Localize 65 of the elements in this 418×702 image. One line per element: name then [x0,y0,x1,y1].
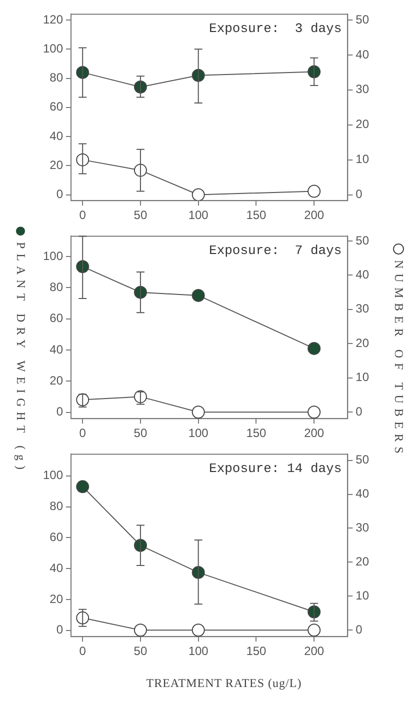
y2-tick-label: 30 [356,82,370,96]
y-axis-title: PLANT DRY WEIGHT (g) [12,242,28,475]
y2-tick-label: 40 [356,47,370,62]
y2-tick-label: 0 [356,187,363,202]
x-tick-label: 100 [188,644,209,658]
y2-tick-label: 50 [356,233,370,248]
y-tick-label: 100 [42,248,64,263]
x-tick-label: 50 [134,644,148,658]
x-tick-label: 0 [79,644,86,658]
x-tick-label: 0 [79,208,86,222]
point [76,480,90,494]
y2-tick-label: 20 [356,117,370,132]
y-tick-label: 40 [50,560,64,575]
y-tick-label: 80 [50,70,64,85]
y2-tick-label: 10 [356,152,370,166]
x-tick-label: 50 [134,208,148,222]
y2-tick-label: 0 [356,404,363,418]
y-tick-label: 40 [50,128,64,143]
x-tick-label: 200 [304,208,324,222]
y-tick-label: 40 [50,342,64,356]
y2-tick-label: 0 [356,622,363,636]
point [192,288,205,302]
x-axis-title: TREATMENT RATES (ug/L) [145,676,303,691]
x-tick-label: 200 [304,426,324,440]
y-tick-label: 60 [50,530,64,544]
x-tick-label: 150 [246,208,267,222]
y-tick-label: 20 [50,592,64,606]
x-tick-label: 50 [134,426,148,440]
point [192,406,205,419]
y-tick-label: 0 [56,187,64,202]
x-tick-label: 100 [188,208,209,222]
y2-tick-label: 50 [356,452,370,467]
y-tick-label: 0 [56,404,64,419]
text: Exposure: 3 days [209,21,342,36]
y-tick-label: 80 [50,499,64,514]
point [192,188,205,201]
x-tick-label: 150 [246,644,267,658]
y2-tick-label: 40 [356,486,370,501]
y2-tick-label: 20 [356,554,370,569]
y-tick-label: 60 [50,311,64,326]
y2-tick-label: 10 [356,370,370,384]
y2-tick-label: 30 [356,520,370,535]
y2-tick-label: 20 [356,336,370,350]
point [308,184,321,198]
y2-tick-label: 50 [356,12,370,26]
y-tick-label: 100 [42,468,64,482]
y2-tick-label: 40 [356,268,370,282]
x-tick-label: 150 [246,426,267,440]
y-tick-label: 0 [56,622,64,637]
y2-axis-title: NUMBER OF TUBERS [390,260,406,459]
text: Exposure: 7 days [209,243,342,258]
y-tick-label: 20 [50,373,64,388]
x-tick-label: 100 [188,426,209,440]
y-tick-label: 20 [50,158,64,172]
y-tick-label: 100 [42,41,64,56]
y-tick-label: 80 [50,280,64,294]
x-tick-label: 200 [304,644,324,658]
text: Exposure: 14 days [209,461,342,476]
y-tick-label: 60 [50,100,64,114]
x-tick-label: 0 [79,426,86,440]
y-tick-label: 120 [42,12,64,26]
point [308,406,321,419]
point [308,342,321,355]
y2-tick-label: 10 [356,588,370,602]
y2-tick-label: 30 [356,302,370,316]
